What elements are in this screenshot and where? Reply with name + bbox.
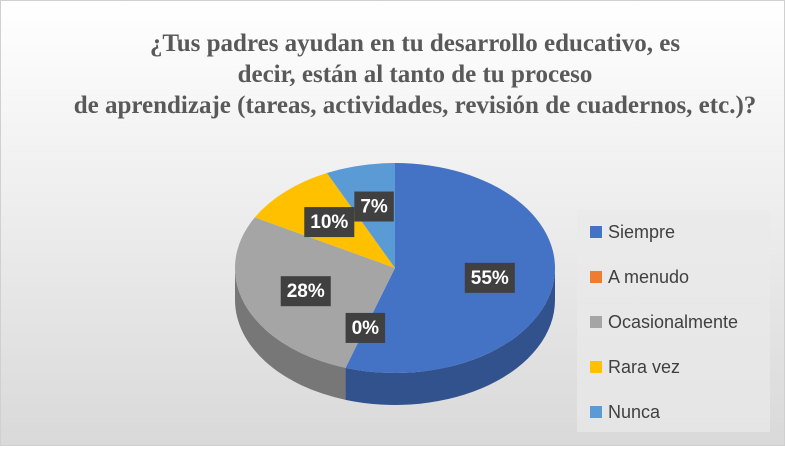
data-label-group: 7% <box>354 191 394 222</box>
legend-swatch <box>590 406 602 418</box>
slice-side <box>345 268 555 405</box>
legend-label: Nunca <box>608 402 661 422</box>
legend-swatch <box>590 226 602 238</box>
legend-label: Siempre <box>608 222 675 242</box>
data-label-box <box>354 191 394 222</box>
data-label-group: 10% <box>304 207 355 238</box>
chart-title: ¿Tus padres ayudan en tu desarrollo educ… <box>74 30 757 119</box>
data-label-box <box>345 312 386 343</box>
legend-swatch <box>590 361 602 373</box>
data-label: 28% <box>287 281 325 302</box>
data-label-group: 0% <box>345 312 386 343</box>
data-label: 7% <box>360 197 388 218</box>
data-label-group: 55% <box>464 262 515 293</box>
legend-label: Ocasionalmente <box>608 312 738 332</box>
data-label-box <box>280 276 331 307</box>
legend-background <box>577 210 770 432</box>
data-label: 0% <box>352 318 380 339</box>
data-label: 10% <box>310 212 348 233</box>
legend-swatch <box>590 271 602 283</box>
legend-label: Rara vez <box>608 357 680 377</box>
slice <box>345 163 555 373</box>
slice-side <box>235 268 346 400</box>
data-label: 55% <box>471 268 509 289</box>
data-label-group: 28% <box>280 276 331 307</box>
legend-label: A menudo <box>608 267 689 287</box>
data-label-box <box>464 262 515 293</box>
data-label-box <box>304 207 355 238</box>
legend-swatch <box>590 316 602 328</box>
